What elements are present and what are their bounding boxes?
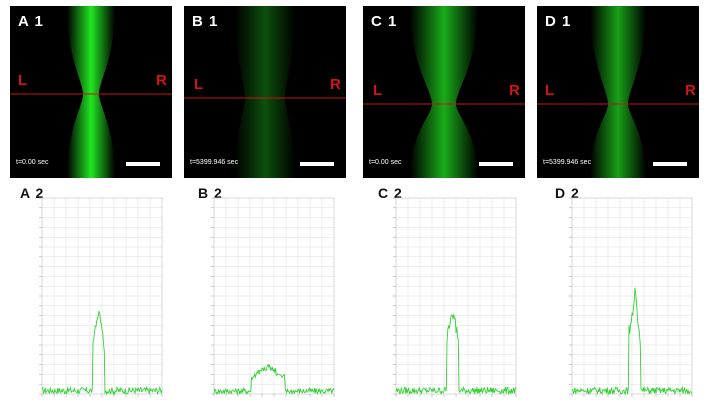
micrograph-a1: A 1 L R t=0.00 sec: [10, 6, 172, 178]
intensity-trace: [41, 311, 163, 396]
panel-label-a1: A 1: [18, 13, 44, 30]
left-marker-c: L: [373, 82, 383, 99]
scale-bar-d: [653, 162, 687, 166]
fluorescent-channel-c: [363, 6, 525, 178]
profile-label-b2: B 2: [198, 185, 223, 201]
timestamp-c: t=0.00 sec: [369, 159, 402, 166]
intensity-trace: [395, 314, 517, 396]
fluorescent-channel-d: [537, 6, 699, 178]
right-marker-b: R: [330, 76, 341, 93]
right-marker-a: R: [156, 72, 167, 89]
right-marker-c: R: [509, 82, 520, 99]
timestamp-d: t=5399.946 sec: [543, 159, 592, 166]
profile-label-d2: D 2: [555, 185, 580, 201]
panel-label-c1: C 1: [371, 13, 398, 30]
scale-bar-c: [479, 162, 513, 166]
left-marker-d: L: [545, 82, 555, 99]
scale-bar-b: [300, 162, 334, 166]
intensity-profile-b2: [208, 194, 338, 406]
micrograph-b1: B 1 L R t=5399.946 sec: [184, 6, 346, 178]
panel-label-d1: D 1: [545, 13, 572, 30]
fluorescent-channel-shape: [590, 6, 646, 178]
intensity-profile-d2: [566, 194, 696, 406]
scale-bar-a: [126, 162, 160, 166]
intensity-profile-a2: [36, 194, 166, 406]
profile-label-c2: C 2: [378, 185, 403, 201]
fluorescent-channel-shape: [235, 6, 295, 178]
fluorescent-channel-shape: [67, 6, 115, 178]
left-marker-a: L: [18, 72, 28, 89]
intensity-trace: [213, 363, 335, 396]
timestamp-a: t=0.00 sec: [16, 159, 49, 166]
right-marker-d: R: [685, 82, 696, 99]
intensity-profile-c2: [390, 194, 520, 406]
fluorescent-channel-shape: [410, 6, 478, 178]
micrograph-d1: D 1 L R t=5399.946 sec: [537, 6, 699, 178]
panel-label-b1: B 1: [192, 13, 219, 30]
intensity-trace: [571, 287, 693, 396]
timestamp-b: t=5399.946 sec: [190, 159, 239, 166]
fluorescent-channel-b: [184, 6, 346, 178]
profile-label-a2: A 2: [20, 185, 45, 201]
fluorescent-channel-a: [10, 6, 172, 178]
micrograph-c1: C 1 L R t=0.00 sec: [363, 6, 525, 178]
left-marker-b: L: [194, 76, 204, 93]
